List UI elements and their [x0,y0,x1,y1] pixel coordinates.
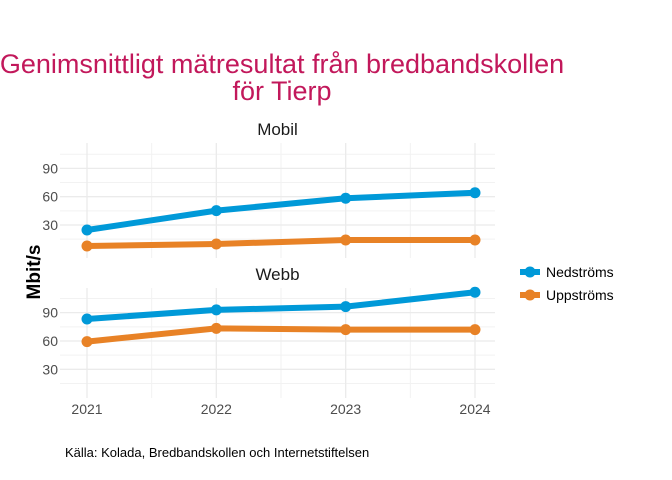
data-point [81,240,93,252]
data-point [81,336,93,348]
data-point [340,301,352,313]
x-tick-label: 2024 [459,401,490,417]
legend-label: Uppströms [546,287,614,303]
y-tick-label: 30 [42,361,58,377]
data-point [210,322,222,334]
data-point [210,238,222,250]
chart-title-line2: för Tierp [232,76,331,106]
data-point [469,286,481,298]
facet-label-mobil: Mobil [257,120,298,139]
x-tick-label: 2021 [71,401,102,417]
data-point [469,324,481,336]
data-point [340,324,352,336]
y-axis-label: Mbit/s [24,245,45,300]
legend-key-point [524,266,536,278]
x-tick-label: 2023 [330,401,361,417]
data-point [469,187,481,199]
series-line-nedstroms [86,289,476,322]
data-point [81,313,93,325]
data-point [469,234,481,246]
y-tick-label: 60 [42,333,58,349]
facet-label-webb: Webb [255,265,299,284]
series-line-uppstroms [86,237,475,249]
caption: Källa: Kolada, Bredbandskollen och Inter… [65,445,369,460]
y-tick-label: 90 [42,305,58,321]
chart-title: Genimsnittligt mätresultat från bredband… [0,49,564,79]
data-point [210,205,222,217]
y-tick-label: 30 [42,217,58,233]
legend-key-point [524,289,536,301]
legend-label: Nedströms [546,264,614,280]
data-point [340,192,352,204]
data-point [210,304,222,316]
y-tick-label: 90 [42,160,58,176]
x-tick-label: 2022 [201,401,232,417]
series-line-nedstroms [86,189,476,233]
data-point [340,234,352,246]
y-tick-label: 60 [42,189,58,205]
series-line-uppstroms [86,325,475,345]
data-point [81,224,93,236]
